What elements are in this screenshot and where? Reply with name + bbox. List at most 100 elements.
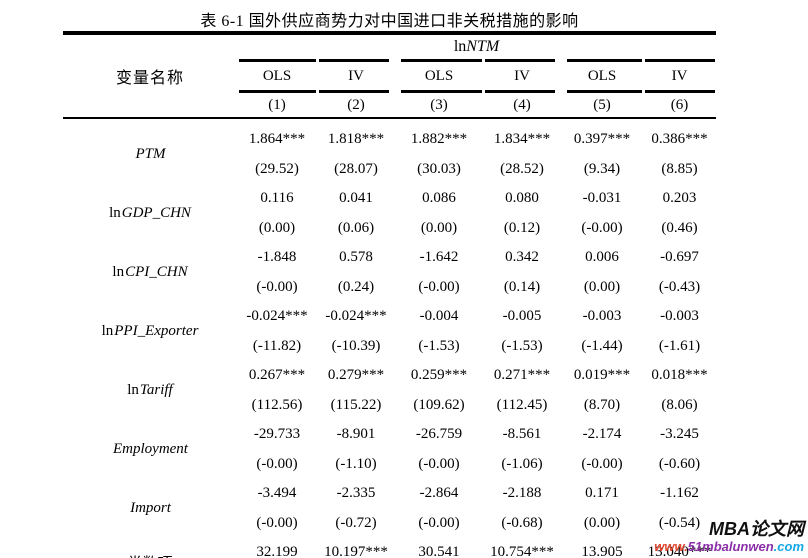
method-header-2: IV bbox=[348, 67, 364, 84]
header-rule-segment bbox=[644, 59, 715, 62]
row-label-ptm: PTM bbox=[63, 125, 237, 184]
row-label-ppi-exporter: ln PPI_Exporter bbox=[63, 302, 237, 361]
coefficient-cell: 1.818*** bbox=[327, 131, 385, 148]
tstat-cell: (-0.00) bbox=[256, 455, 298, 472]
coefficient-cell: 0.006 bbox=[585, 249, 619, 266]
tstat-cell: (-0.00) bbox=[418, 455, 460, 472]
header-rule-segment bbox=[401, 90, 482, 93]
model-number-5: (5) bbox=[593, 96, 611, 113]
row-label-cpi-chn: ln CPI_CHN bbox=[63, 243, 237, 302]
model-number-2: (2) bbox=[347, 96, 365, 113]
label-name: Employment bbox=[113, 441, 188, 457]
coefficient-cell: 0.018*** bbox=[651, 367, 708, 384]
label-name: 常数项 bbox=[127, 552, 172, 558]
tstat-cell: (-1.61) bbox=[658, 337, 701, 354]
tstat-cell: (-0.00) bbox=[256, 278, 298, 295]
row-label-tariff: ln Tariff bbox=[63, 361, 237, 420]
tstat-cell: (-0.00) bbox=[581, 219, 623, 236]
tstat-cell: (-1.44) bbox=[581, 337, 623, 354]
header-bottom-rule bbox=[63, 117, 716, 119]
coefficient-cell: 10.754*** bbox=[490, 544, 554, 558]
coefficient-cell: -1.162 bbox=[660, 485, 699, 502]
header-rule-segment bbox=[318, 90, 389, 93]
tstat-cell: (-1.53) bbox=[501, 337, 543, 354]
tstat-cell: (112.56) bbox=[251, 396, 303, 413]
header-rule-segment bbox=[567, 90, 642, 93]
coefficient-cell: 1.882*** bbox=[410, 131, 468, 148]
model-number-1: (1) bbox=[268, 96, 286, 113]
coefficient-cell: 0.203 bbox=[662, 190, 697, 207]
row-label-gdp-chn: ln GDP_CHN bbox=[63, 184, 237, 243]
table-title: 表 6-1 国外供应商势力对中国进口非关税措施的影响 bbox=[200, 13, 579, 30]
tstat-cell: (-10.39) bbox=[331, 337, 381, 354]
method-header-3: OLS bbox=[424, 67, 454, 84]
tstat-cell: (-0.00) bbox=[418, 514, 460, 531]
label-prefix: ln bbox=[101, 323, 114, 339]
coefficient-cell: -0.697 bbox=[660, 249, 699, 266]
ln-prefix: ln bbox=[453, 38, 467, 55]
dependent-variable-header: ln NTM bbox=[237, 35, 716, 59]
coefficient-cell: 13.905 bbox=[581, 544, 623, 558]
table-top-rule bbox=[63, 31, 716, 35]
tstat-cell: (-1.10) bbox=[335, 455, 377, 472]
coefficient-cell: -26.759 bbox=[415, 426, 463, 443]
watermark: MBA论文网 www.51mbalunwen.com bbox=[654, 519, 804, 554]
coefficient-cell: 0.171 bbox=[585, 485, 619, 502]
label-name: PTM bbox=[135, 146, 166, 162]
variable-column-header: 变量名称 bbox=[115, 70, 184, 87]
coefficient-cell: -0.003 bbox=[582, 308, 622, 325]
coefficient-cell: 0.259*** bbox=[410, 367, 468, 384]
header-rule-segment bbox=[567, 59, 642, 62]
header-rule-segment bbox=[238, 90, 316, 93]
model-number-4: (4) bbox=[513, 96, 531, 113]
coefficient-cell: -1.848 bbox=[257, 249, 297, 266]
tstat-cell: (0.06) bbox=[337, 219, 375, 236]
tstat-cell: (0.00) bbox=[583, 514, 621, 531]
coefficient-cell: -29.733 bbox=[253, 426, 301, 443]
model-number-6: (6) bbox=[670, 96, 689, 113]
header-rule-segment bbox=[318, 59, 389, 62]
header-rule-segment bbox=[644, 90, 715, 93]
watermark-site-name: MBA论文网 bbox=[709, 519, 804, 539]
coefficient-cell: 0.080 bbox=[505, 190, 539, 207]
label-prefix: ln bbox=[112, 264, 125, 280]
coefficient-cell: 0.019*** bbox=[573, 367, 631, 384]
tstat-cell: (-0.00) bbox=[418, 278, 460, 295]
coefficient-cell: -0.003 bbox=[660, 308, 699, 325]
coefficient-cell: -2.335 bbox=[336, 485, 376, 502]
tstat-cell: (8.70) bbox=[583, 396, 621, 413]
coefficient-cell: -8.561 bbox=[502, 426, 542, 443]
tstat-cell: (115.22) bbox=[330, 396, 382, 413]
model-number-3: (3) bbox=[430, 96, 448, 113]
header-rule-segment bbox=[484, 90, 555, 93]
tstat-cell: (0.46) bbox=[661, 219, 698, 236]
watermark-url-tld: .com bbox=[773, 538, 804, 554]
tstat-cell: (-0.43) bbox=[658, 278, 701, 295]
coefficient-cell: -0.031 bbox=[582, 190, 622, 207]
coefficient-cell: 32.199 bbox=[256, 544, 298, 558]
watermark-url: www.51mbalunwen.com bbox=[654, 538, 804, 554]
coefficient-cell: -0.004 bbox=[419, 308, 459, 325]
tstat-cell: (0.00) bbox=[583, 278, 621, 295]
tstat-cell: (-0.00) bbox=[581, 455, 623, 472]
tstat-cell: (-1.53) bbox=[418, 337, 460, 354]
coefficient-cell: 0.041 bbox=[339, 190, 373, 207]
tstat-cell: (-0.00) bbox=[256, 514, 298, 531]
label-name: CPI_CHN bbox=[125, 264, 188, 280]
coefficient-cell: 1.834*** bbox=[493, 131, 551, 148]
table-6-1: 表 6-1 国外供应商势力对中国进口非关税措施的影响 变量名称 ln NTM OL… bbox=[63, 0, 716, 558]
tstat-cell: (28.52) bbox=[500, 160, 544, 177]
label-prefix: ln bbox=[109, 205, 121, 221]
coefficient-cell: 1.864*** bbox=[248, 131, 306, 148]
coefficient-cell: -3.245 bbox=[660, 426, 699, 443]
table-body: PTM 1.864*** 1.818*** 1.882*** 1.834*** … bbox=[63, 125, 716, 558]
tstat-cell: (-0.60) bbox=[658, 455, 701, 472]
coefficient-cell: 0.342 bbox=[505, 249, 539, 266]
row-label-import: Import bbox=[63, 479, 237, 538]
tstat-cell: (8.85) bbox=[661, 160, 698, 177]
coefficient-cell: 0.386*** bbox=[651, 131, 708, 148]
label-prefix: ln bbox=[127, 382, 139, 398]
watermark-url-domain: 51mbalunwen bbox=[687, 538, 774, 554]
coefficient-cell: 13.040*** bbox=[647, 544, 712, 558]
